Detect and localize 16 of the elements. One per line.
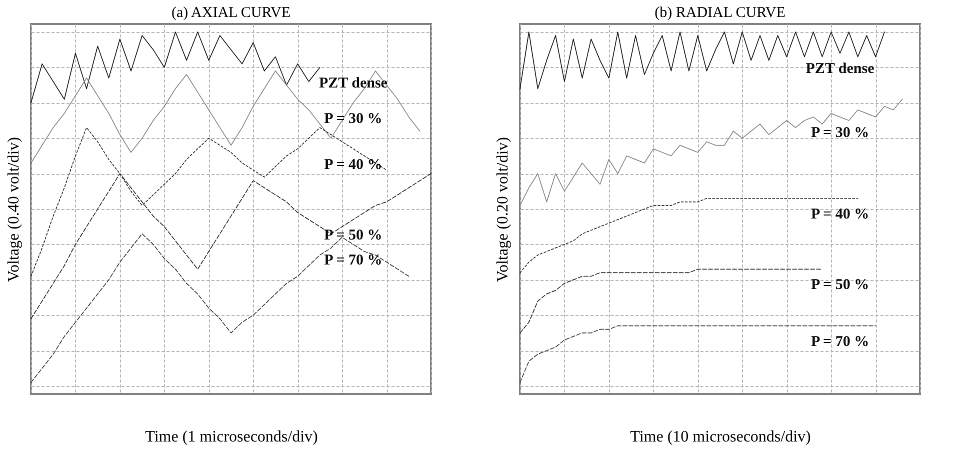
- series-label: P = 70 %: [810, 334, 870, 350]
- series-label: P = 70 %: [324, 252, 382, 268]
- series-label: PZT dense: [806, 61, 875, 78]
- series-label: P = 30 %: [324, 110, 382, 127]
- x-axis-title: Time (1 microseconds/div): [145, 428, 318, 446]
- series-label: P = 40 %: [810, 206, 870, 222]
- chart-title: (b) RADIAL CURVE: [654, 5, 786, 21]
- series-label: PZT dense: [318, 75, 388, 92]
- chart-title: (a) AXIAL CURVE: [171, 5, 291, 21]
- y-axis-title: Voltage (0.20 volt/div): [494, 136, 512, 282]
- x-axis-title: Time (10 microseconds/div): [630, 428, 811, 446]
- y-axis-title: Voltage (0.40 volt/div): [6, 136, 22, 282]
- series-label: P = 50 %: [324, 228, 382, 244]
- series-label: P = 40 %: [324, 156, 382, 173]
- series-label: P = 30 %: [810, 124, 870, 141]
- series-label: P = 50 %: [810, 277, 870, 294]
